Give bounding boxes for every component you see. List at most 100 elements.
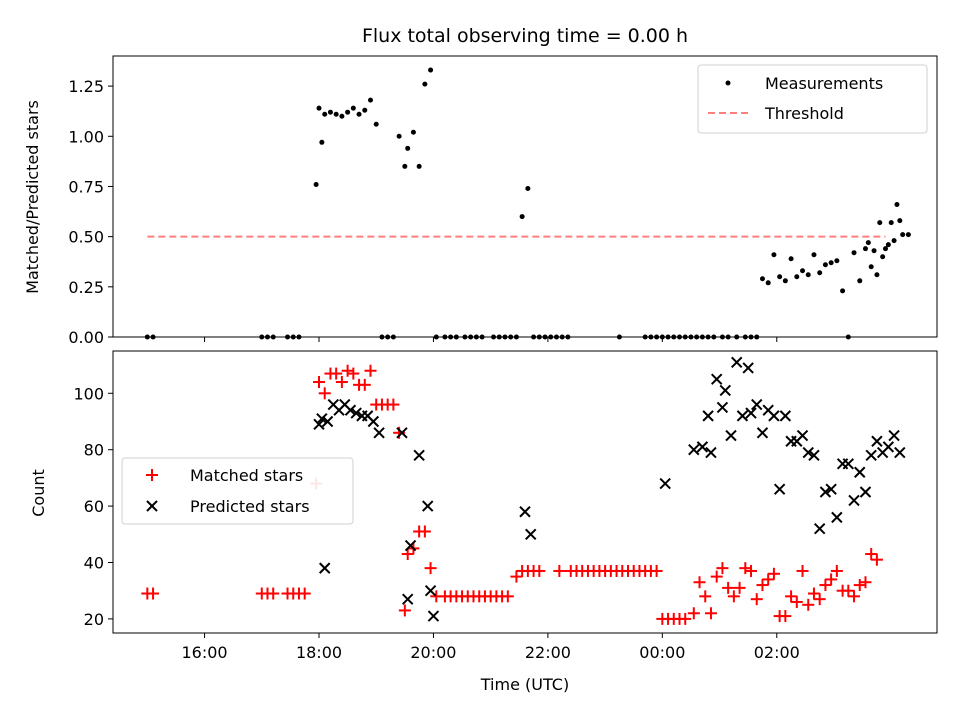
legend-predicted-marker	[146, 500, 158, 512]
measurement-point	[771, 252, 777, 258]
predicted-star-point	[319, 562, 331, 574]
matched-star-point	[699, 590, 712, 603]
bottom-legend: Matched stars Predicted stars	[121, 457, 354, 525]
predicted-star-point	[802, 446, 814, 459]
measurement-point	[362, 107, 368, 113]
measurement-point	[891, 238, 897, 244]
matched-star-point	[859, 576, 872, 589]
predicted-star-point	[773, 483, 786, 495]
predicted-star-point	[825, 483, 837, 495]
measurement-point	[811, 252, 817, 258]
matched-star-point	[819, 579, 832, 592]
predicted-star-point	[871, 435, 883, 447]
legend-measurements-marker	[725, 80, 731, 86]
top-y-tick-label: 0.00	[68, 328, 104, 347]
matched-star-point	[313, 376, 325, 389]
predicted-star-point	[396, 427, 408, 439]
measurement-point	[345, 109, 351, 115]
predicted-star-point	[888, 429, 900, 442]
predicted-star-point	[745, 407, 757, 419]
matched-star-point	[335, 376, 348, 389]
matched-star-point	[830, 564, 843, 577]
matched-star-point	[693, 576, 706, 589]
predicted-star-point	[344, 404, 357, 416]
measurement-point	[851, 250, 857, 256]
matched-star-point	[762, 573, 775, 586]
matched-star-point	[767, 567, 780, 580]
measurement-point	[800, 268, 806, 274]
matched-star-point	[848, 590, 861, 603]
matched-star-point	[745, 564, 758, 577]
matched-star-point	[813, 593, 826, 606]
bottom-panel: 20 40 60 80 100 16:00 18:00 20:00 22:00 00:00 02:…	[29, 350, 938, 694]
legend-measurements-label: Measurements	[765, 74, 883, 93]
predicted-star-point	[525, 528, 537, 541]
matched-star-point	[842, 584, 855, 597]
measurement-point	[817, 270, 823, 276]
matched-star-point	[853, 579, 866, 592]
legend-matched-label: Matched stars	[190, 466, 303, 485]
predicted-star-point	[882, 441, 895, 453]
measurement-point	[840, 288, 846, 294]
measurement-point	[416, 163, 422, 169]
bottom-x-tick-label: 18:00	[296, 643, 342, 662]
measurement-point	[782, 278, 788, 284]
predicted-star-point	[831, 511, 843, 524]
measurement-point	[322, 111, 328, 117]
predicted-star-point	[427, 610, 440, 622]
matched-star-point	[779, 610, 792, 623]
bottom-y-tick-label: 80	[84, 441, 104, 460]
measurement-point	[862, 246, 868, 252]
bottom-y-tick-label: 40	[84, 554, 104, 573]
matched-star-point	[398, 604, 411, 617]
top-y-tick-label: 0.25	[68, 278, 104, 297]
predicted-star-point	[422, 500, 434, 512]
predicted-star-point	[756, 427, 769, 439]
predicted-star-point	[702, 410, 714, 422]
matched-star-point	[401, 548, 414, 561]
predicted-star-point	[373, 427, 385, 439]
predicted-star-point	[316, 412, 328, 425]
matched-star-point	[716, 562, 729, 575]
top-legend-box	[697, 64, 928, 134]
matched-star-point	[687, 607, 700, 620]
matched-star-point	[330, 367, 343, 380]
bottom-x-ticks: 16:00 18:00 20:00 22:00 00:00 02:00	[182, 633, 800, 662]
matched-star-point	[727, 590, 740, 603]
top-y-tick-label: 0.50	[68, 228, 104, 247]
predicted-star-point	[519, 506, 531, 518]
measurement-point	[525, 185, 531, 191]
matched-star-point	[750, 593, 763, 606]
predicted-star-point	[659, 477, 671, 490]
predicted-star-point	[768, 410, 780, 422]
matched-star-point	[267, 587, 280, 600]
predicted-star-point	[742, 362, 754, 374]
matched-star-point	[501, 590, 514, 603]
measurement-point	[327, 109, 333, 115]
predicted-star-point	[313, 418, 325, 431]
measurement-point	[333, 111, 339, 117]
measurement-point	[883, 246, 888, 252]
predicted-star-point	[865, 449, 877, 462]
predicted-star-point	[796, 429, 809, 442]
predicted-star-point	[719, 384, 731, 397]
top-legend: Measurements Threshold	[697, 64, 928, 134]
measurement-point	[319, 139, 325, 145]
bottom-y-ticks: 20 40 60 80 100	[73, 384, 113, 629]
bottom-axes-frame	[112, 350, 938, 634]
measurement-point	[865, 240, 871, 246]
top-y-tick-label: 1.00	[68, 127, 104, 146]
measurement-point	[822, 262, 828, 268]
matched-star-point	[807, 587, 820, 600]
measurement-point	[877, 220, 883, 226]
measurement-point	[880, 254, 886, 260]
matched-star-point	[533, 564, 546, 577]
top-y-ticks: 0.00 0.25 0.50 0.75 1.00 1.25	[68, 77, 113, 347]
measurement-point	[857, 278, 863, 284]
matched-star-point	[679, 612, 692, 625]
predicted-star-point	[779, 410, 792, 422]
predicted-star-point	[751, 398, 763, 411]
matched-star-point	[387, 398, 400, 411]
measurement-point	[777, 274, 783, 280]
